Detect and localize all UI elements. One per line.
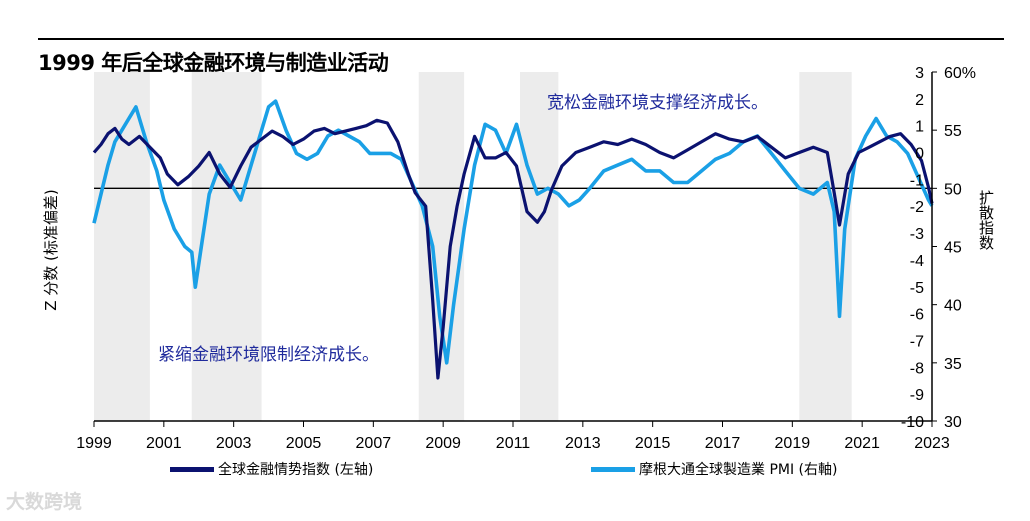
y-right-tick-label: 30 — [944, 414, 962, 431]
x-tick-label: 2021 — [844, 435, 880, 452]
y-left-tick-label: -4 — [910, 253, 924, 270]
watermark-logo: 大数跨境 — [6, 491, 83, 513]
y-right-tick-label: 35 — [944, 356, 962, 373]
x-tick-label: 2023 — [914, 435, 950, 452]
series-line-fci — [92, 118, 934, 380]
x-tick-label: 2011 — [496, 435, 531, 452]
legend-item-pmi: 摩根大通全球製造業 PMI (右軸) — [591, 459, 837, 479]
y-right-tick-label: 50 — [944, 181, 962, 198]
y-left-tick-label: -2 — [910, 199, 924, 216]
tick-labels: 1999 2001 2003 2005 2007 2009 2011 2013 2015 2017… — [76, 65, 976, 452]
x-tick-label: 2007 — [356, 435, 392, 452]
annotation-tight: 紧缩金融环境限制经济成长。 — [158, 345, 379, 365]
recession-bands — [94, 72, 852, 421]
y-left-tick-label: -9 — [910, 387, 924, 404]
y-left-tick-label: 3 — [915, 65, 924, 82]
series-line-pmi — [92, 99, 934, 365]
y-right-tick-label: 45 — [944, 240, 962, 257]
y-right-tick-label: 40 — [944, 298, 962, 315]
legend-swatch-pmi — [591, 466, 635, 472]
shaded-band-1 — [191, 72, 262, 421]
shaded-band-2 — [418, 72, 465, 421]
y-left-tick-label: -7 — [910, 333, 924, 350]
x-tick-label: 1999 — [76, 435, 112, 452]
legend-item-fci: 全球金融情势指数 (左轴) — [170, 459, 373, 479]
x-tick-label: 2015 — [635, 435, 671, 452]
y-left-tick-label: 0 — [915, 146, 924, 163]
y-left-tick-label: -5 — [910, 280, 924, 297]
x-tick-label: 2013 — [565, 435, 601, 452]
y-right-tick-label: 55 — [944, 123, 962, 140]
x-tick-label: 2003 — [216, 435, 252, 452]
x-tick-label: 2005 — [286, 435, 322, 452]
legend-swatch-fci — [170, 466, 214, 472]
y-left-tick-label: 1 — [915, 119, 924, 136]
y-left-tick-label: -6 — [910, 307, 924, 324]
y-left-tick-label: -3 — [910, 226, 924, 243]
legend-label-fci: 全球金融情势指数 (左轴) — [218, 462, 374, 478]
y-axis-left-label: Z 分数 (标准偏差) — [42, 189, 60, 311]
y-left-tick-label: 2 — [915, 92, 924, 109]
series-lines — [92, 99, 934, 380]
title-rule — [38, 38, 1004, 40]
annotation-loose: 宽松金融环境支撑经济成长。 — [547, 93, 768, 113]
y-right-tick-label: 60% — [944, 65, 976, 82]
x-tick-label: 2009 — [425, 435, 461, 452]
shaded-band-3 — [519, 72, 559, 421]
y-axis-right-label: 扩散指数 — [977, 190, 995, 250]
legend-label-pmi: 摩根大通全球製造業 PMI (右軸) — [639, 462, 838, 478]
chart-title: 1999 年后全球金融环境与制造业活动 — [38, 51, 389, 75]
x-tick-label: 2001 — [146, 435, 182, 452]
x-tick-label: 2017 — [705, 435, 741, 452]
y-left-tick-label: -1 — [910, 172, 924, 189]
y-left-tick-label: -8 — [910, 360, 924, 377]
x-tick-label: 2019 — [775, 435, 811, 452]
y-left-tick-label: -10 — [901, 414, 924, 431]
